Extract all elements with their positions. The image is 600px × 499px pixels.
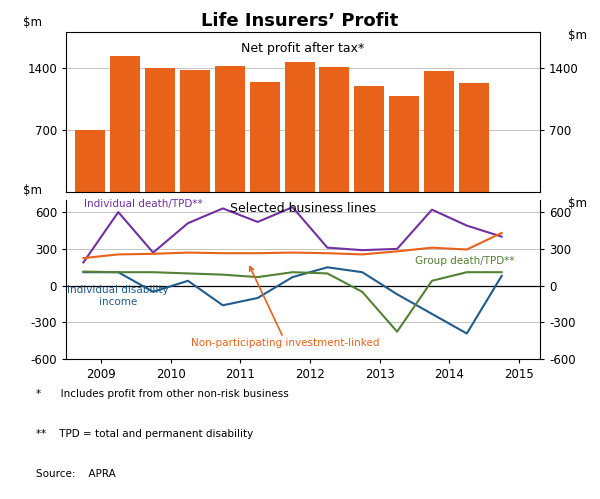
Bar (319, 66, 349, 192)
Text: Individual death/TPD**: Individual death/TPD** (84, 199, 203, 209)
Bar (284, 62, 314, 192)
Bar (110, 56, 140, 192)
Bar (180, 70, 210, 192)
Bar (215, 66, 245, 192)
Y-axis label: $m: $m (568, 29, 587, 42)
Bar (389, 96, 419, 192)
Text: **    TPD = total and permanent disability: ** TPD = total and permanent disability (36, 429, 253, 439)
Bar (459, 83, 489, 192)
Text: Individual disability
income: Individual disability income (67, 285, 169, 307)
Text: *      Includes profit from other non-risk business: * Includes profit from other non-risk bu… (36, 389, 289, 399)
Bar (354, 86, 384, 192)
Text: Group death/TPD**: Group death/TPD** (415, 256, 514, 266)
Text: Selected business lines: Selected business lines (230, 202, 376, 215)
Y-axis label: $m: $m (568, 197, 587, 210)
Bar (76, 130, 106, 192)
Text: Life Insurers’ Profit: Life Insurers’ Profit (202, 12, 398, 30)
Text: Net profit after tax*: Net profit after tax* (241, 42, 365, 55)
Text: Source:    APRA: Source: APRA (36, 469, 116, 479)
Y-axis label: $m: $m (23, 184, 43, 197)
Bar (145, 68, 175, 192)
Y-axis label: $m: $m (23, 16, 43, 29)
Bar (250, 82, 280, 192)
Text: Non-participating investment-linked: Non-participating investment-linked (191, 266, 380, 348)
Bar (424, 70, 454, 192)
